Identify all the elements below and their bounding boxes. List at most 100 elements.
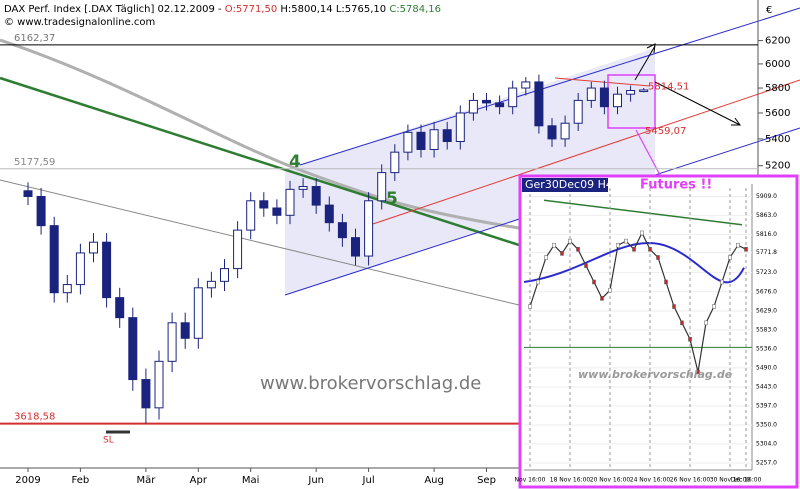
inset-y-label: 5583.0	[756, 326, 777, 333]
channel-shade	[285, 48, 655, 295]
candle-body	[102, 241, 112, 299]
candle-body	[442, 129, 452, 143]
level-label: 6162,37	[14, 33, 55, 44]
inset-y-label: 5909.0	[756, 193, 777, 200]
inset-line	[529, 231, 747, 373]
inset-bar	[568, 238, 572, 244]
wave-label: 4	[289, 152, 301, 172]
candle-body	[521, 81, 531, 89]
candle-body	[508, 87, 518, 108]
channel-line	[299, 7, 800, 166]
candle-body	[429, 129, 439, 150]
candle-body	[89, 241, 98, 254]
inset-header-bg	[522, 178, 608, 192]
candle-body	[337, 222, 347, 239]
candle-body	[49, 225, 59, 294]
watermark: www.brokervorschlag.de	[260, 373, 481, 394]
candle-body	[115, 297, 125, 319]
candle-body	[599, 87, 609, 108]
trend-line	[0, 179, 520, 306]
candle-body	[639, 89, 649, 93]
inset-bar	[608, 287, 612, 293]
inset-bar	[584, 263, 588, 268]
x-tick-label: Sep	[477, 475, 496, 486]
candle-body	[75, 252, 85, 286]
candle-body	[233, 229, 243, 270]
inset-bar	[632, 247, 636, 252]
candle-body	[468, 99, 478, 114]
candle-body	[154, 360, 164, 409]
trend-line	[554, 77, 651, 87]
candle-body	[547, 125, 557, 140]
inset-x-label: Dec 16:00	[731, 477, 762, 484]
source: © www.tradesignalonline.com	[4, 17, 155, 28]
inset-title: Futures !!	[640, 178, 712, 193]
inset-bar	[728, 255, 732, 260]
trend-line	[0, 76, 520, 247]
candle-body	[180, 322, 190, 339]
inset-bar	[672, 304, 676, 309]
inset-y-label: 5816.0	[756, 231, 777, 238]
x-tick-label: Apr	[190, 475, 208, 486]
y-tick-label: 5800	[765, 83, 790, 94]
channel-line	[369, 79, 800, 226]
candle-body	[272, 207, 282, 216]
arrow	[654, 81, 741, 126]
candle-body	[560, 122, 570, 140]
arrow-head	[646, 43, 656, 54]
inset-bar	[544, 255, 548, 260]
inset-bar	[648, 247, 652, 252]
inset-bar	[552, 242, 556, 248]
candle-body	[324, 204, 334, 224]
candle-body	[128, 317, 138, 381]
inset-y-label: 5629.0	[756, 308, 777, 315]
x-tick-label: Jul	[362, 475, 375, 486]
inset-ma	[523, 242, 745, 284]
candle-body	[23, 190, 33, 197]
inset-bar	[736, 242, 740, 248]
candle-body	[416, 131, 426, 150]
inset-x-label: 26 Nov 16:00	[670, 477, 711, 484]
y-tick-label: 6200	[765, 36, 790, 47]
level-annotation: 5814,51	[648, 81, 689, 92]
arrow-head	[731, 117, 741, 126]
inset-bar	[696, 369, 700, 375]
candle-body	[377, 172, 387, 202]
candle-body	[390, 151, 400, 174]
inset-bar	[536, 279, 540, 285]
inset-x-label: Nov 16:00	[515, 477, 546, 484]
candle-body	[586, 87, 596, 101]
candle-body	[351, 237, 360, 257]
inset-bar	[616, 242, 620, 248]
candle-body	[364, 200, 374, 257]
inset-x-label: 30 Nov 16:00	[710, 477, 751, 484]
header-close: C:5784,16	[389, 4, 441, 15]
level-label: 5177,59	[14, 157, 55, 168]
inset-y-label: 5771.8	[756, 249, 777, 256]
inset-bar	[744, 247, 748, 252]
candle-body	[285, 188, 295, 216]
sl-label: SL	[103, 436, 114, 446]
level-label: 3618,58	[14, 412, 55, 423]
candle-body	[534, 81, 544, 127]
x-tick-label: Aug	[424, 475, 444, 486]
candle-body	[246, 200, 256, 231]
candle-body	[193, 287, 203, 339]
header-open: O:5771,50	[225, 4, 277, 15]
inset-bar	[680, 320, 684, 326]
inset-bar	[640, 230, 644, 236]
inset-y-label: 5490.0	[756, 364, 777, 371]
inset-bar	[600, 296, 604, 301]
inset-bar	[688, 336, 692, 342]
wave-label: 5	[386, 189, 398, 209]
candle-body	[206, 280, 216, 289]
inset-x-label: 20 Nov 16:00	[590, 477, 631, 484]
candle-body	[167, 322, 177, 362]
inset-y-label: 5397.0	[756, 402, 777, 409]
inset-bar	[528, 304, 532, 309]
inset-bar	[560, 251, 564, 256]
candle-body	[311, 186, 321, 206]
x-tick-label: Mär	[136, 475, 156, 486]
moving-average	[0, 38, 520, 230]
inset-y-label: 5723.0	[756, 269, 777, 276]
